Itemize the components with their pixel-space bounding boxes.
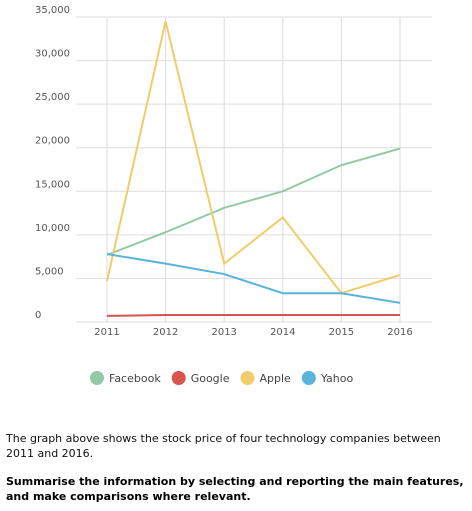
legend-label: Apple bbox=[259, 372, 291, 385]
data-line bbox=[106, 147, 401, 256]
y-tick-label: 20,000 bbox=[35, 136, 70, 147]
data-line bbox=[106, 21, 401, 295]
legend-swatch bbox=[301, 371, 316, 385]
legend-swatch bbox=[171, 371, 186, 385]
y-tick-label: 10,000 bbox=[35, 223, 70, 234]
description: The graph above shows the stock price of… bbox=[6, 432, 441, 460]
chart: 0 5,000 10,000 15,000 20,000 25,000 30,000 35,0… bbox=[35, 5, 432, 385]
x-tick-label: 2016 bbox=[387, 327, 412, 338]
legend-swatch bbox=[90, 371, 104, 385]
x-tick-label: 2014 bbox=[270, 327, 295, 338]
y-tick-label: 35,000 bbox=[35, 5, 70, 16]
x-tick-label: 2013 bbox=[211, 327, 236, 338]
task: Summarise the information by selecting a… bbox=[6, 475, 464, 503]
y-tick-label: 5,000 bbox=[35, 266, 64, 277]
x-tick-label: 2011 bbox=[94, 327, 119, 338]
x-tick-label: 2015 bbox=[329, 327, 354, 338]
y-tick-label: 15,000 bbox=[35, 179, 70, 190]
legend-swatch bbox=[240, 371, 255, 385]
data-line bbox=[106, 253, 401, 304]
y-tick-label: 25,000 bbox=[35, 92, 70, 103]
y-tick-label: 30,000 bbox=[35, 49, 70, 60]
y-tick-label: 0 bbox=[35, 310, 41, 321]
legend-label: Facebook bbox=[109, 372, 161, 385]
legend-label: Yahoo bbox=[320, 372, 354, 385]
legend-label: Google bbox=[191, 372, 230, 385]
x-tick-label: 2012 bbox=[153, 327, 178, 338]
data-line bbox=[106, 314, 400, 317]
